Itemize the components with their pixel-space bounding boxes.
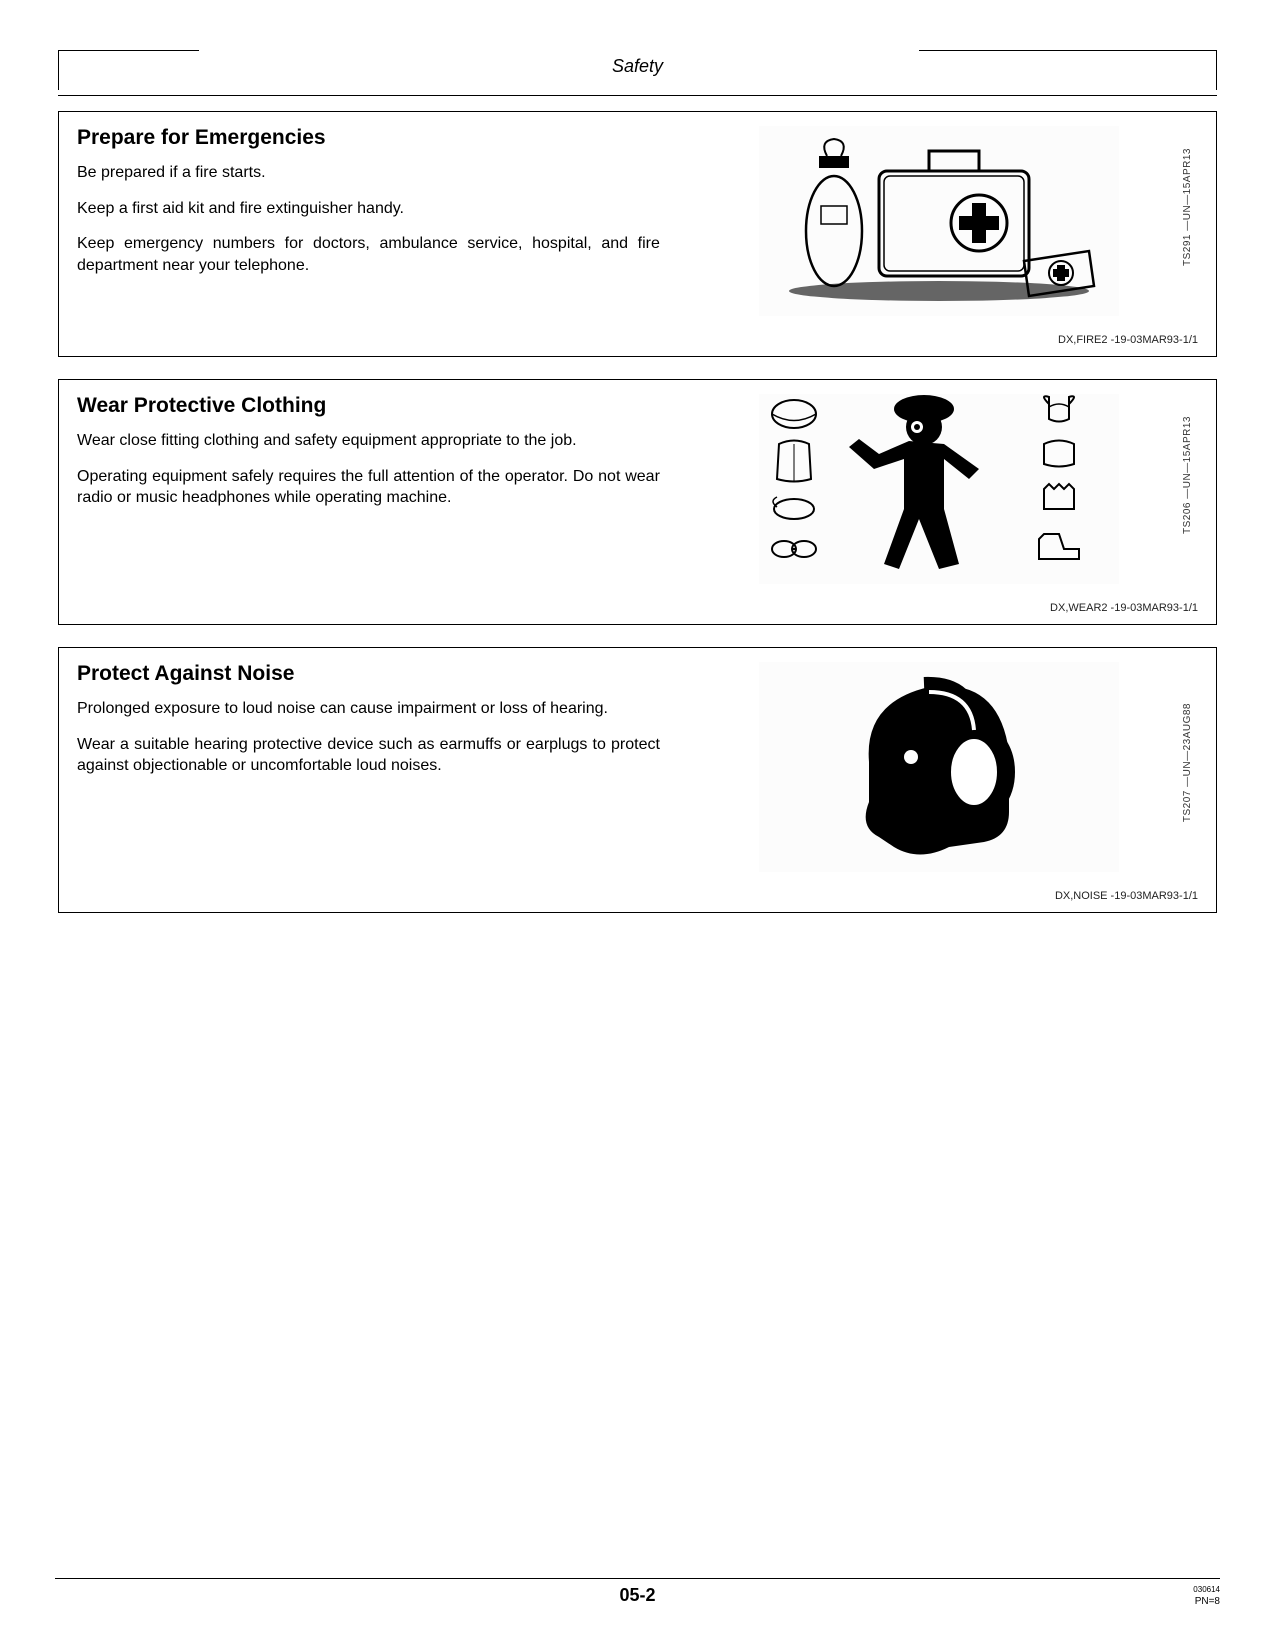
section-text: Protect Against Noise Prolonged exposure… (77, 662, 660, 872)
section-heading: Wear Protective Clothing (77, 394, 660, 418)
page-footer: 05-2 030614 PN=8 (55, 1578, 1220, 1608)
section-image-area: TS291 —UN—15APR13 (680, 126, 1198, 316)
footer-code: 030614 (1193, 1585, 1220, 1595)
section-paragraph: Keep a first aid kit and fire extinguish… (77, 198, 660, 220)
section-image-area: TS206 —UN—15APR13 (680, 394, 1198, 584)
section-heading: Protect Against Noise (77, 662, 660, 686)
section-paragraph: Operating equipment safely requires the … (77, 466, 660, 509)
header-top-border (58, 50, 1217, 90)
image-caption: TS206 —UN—15APR13 (1182, 416, 1193, 534)
header-bottom-border (58, 95, 1217, 96)
section-noise: Protect Against Noise Prolonged exposure… (58, 647, 1217, 913)
hearing-protection-icon (759, 662, 1119, 872)
section-reference: DX,NOISE -19-03MAR93-1/1 (77, 890, 1198, 902)
page-number: 05-2 (619, 1585, 655, 1606)
section-paragraph: Prolonged exposure to loud noise can cau… (77, 698, 660, 720)
section-reference: DX,FIRE2 -19-03MAR93-1/1 (77, 334, 1198, 346)
section-text: Wear Protective Clothing Wear close fitt… (77, 394, 660, 584)
section-reference: DX,WEAR2 -19-03MAR93-1/1 (77, 602, 1198, 614)
section-emergencies: Prepare for Emergencies Be prepared if a… (58, 111, 1217, 357)
section-text: Prepare for Emergencies Be prepared if a… (77, 126, 660, 316)
section-image-area: TS207 —UN—23AUG88 (680, 662, 1198, 872)
footer-pn: PN=8 (1193, 1595, 1220, 1608)
section-paragraph: Wear a suitable hearing protective devic… (77, 734, 660, 777)
section-paragraph: Be prepared if a fire starts. (77, 162, 660, 184)
section-paragraph: Wear close fitting clothing and safety e… (77, 430, 660, 452)
section-paragraph: Keep emergency numbers for doctors, ambu… (77, 233, 660, 276)
protective-clothing-icon (759, 394, 1119, 584)
page-container: Safety Prepare for Emergencies Be prepar… (0, 0, 1275, 1650)
image-caption: TS291 —UN—15APR13 (1182, 148, 1193, 266)
section-protective-clothing: Wear Protective Clothing Wear close fitt… (58, 379, 1217, 625)
image-caption: TS207 —UN—23AUG88 (1182, 703, 1193, 822)
first-aid-kit-icon (759, 126, 1119, 316)
section-heading: Prepare for Emergencies (77, 126, 660, 150)
